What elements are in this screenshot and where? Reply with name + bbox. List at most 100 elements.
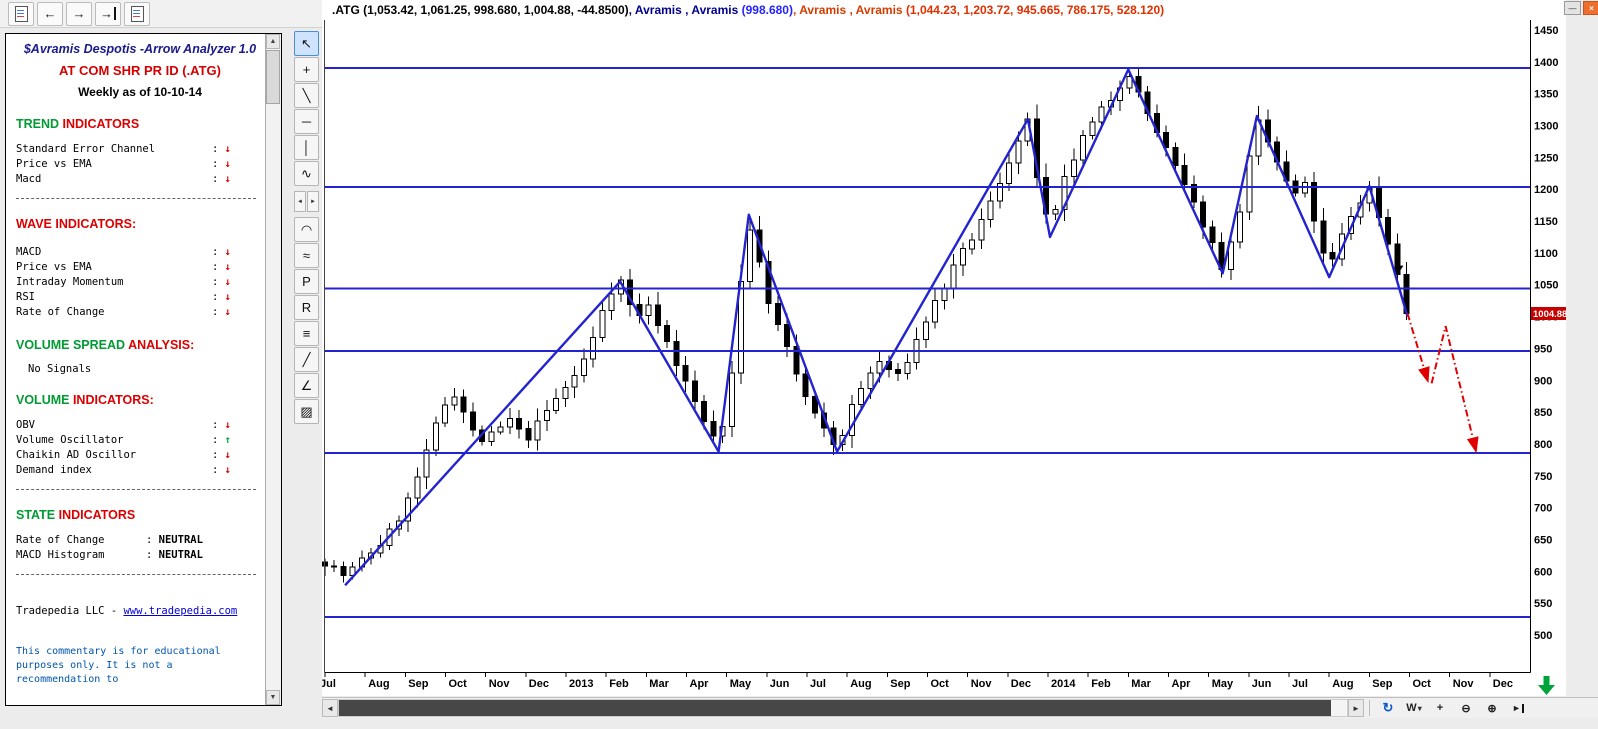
indicator-signal: : ↓: [212, 143, 231, 155]
angle-line-tool-icon[interactable]: ╱: [294, 347, 319, 372]
indicator-row: Chaikin AD Oscillor: ↓: [16, 448, 264, 463]
measure-tool-icon[interactable]: ∠: [294, 373, 319, 398]
arrow-left-icon[interactable]: ←: [37, 1, 63, 26]
svg-text:Nov: Nov: [489, 678, 511, 690]
pan-icon[interactable]: +: [1436, 702, 1444, 714]
indicator-signal: : ↓: [212, 158, 231, 170]
svg-text:650: 650: [1534, 535, 1552, 547]
section-divider: [16, 198, 256, 199]
state-value: : NEUTRAL: [146, 534, 203, 546]
layout-icon[interactable]: [124, 1, 150, 26]
regression-tool-icon[interactable]: R: [294, 295, 319, 320]
bottom-bar-separator: [1369, 700, 1370, 716]
projection-arrows: [1406, 313, 1479, 454]
arc-tool-icon[interactable]: ◠: [294, 217, 319, 242]
svg-text:Nov: Nov: [971, 678, 993, 690]
scroll-left-button[interactable]: ◄: [322, 699, 338, 717]
pattern-fill-tool-icon[interactable]: ▨: [294, 399, 319, 424]
tradepedia-link[interactable]: www.tradepedia.com: [123, 605, 238, 617]
commentary-scrollbar-thumb[interactable]: [266, 50, 280, 104]
crosshair-tool-icon[interactable]: +: [294, 57, 319, 82]
state-row: MACD Histogram: NEUTRAL: [16, 548, 264, 563]
green-down-arrow-icon[interactable]: [1538, 676, 1555, 695]
down-arrow-icon: ↓: [224, 276, 231, 288]
palette-scroll-buttons: ◄ ►: [294, 191, 321, 212]
zoom-in-icon[interactable]: ⊕: [1487, 702, 1497, 715]
last-price-tag: 1004.88: [1531, 307, 1566, 320]
palette-scroll-right-icon[interactable]: ►: [307, 191, 319, 212]
svg-text:Sep: Sep: [890, 678, 910, 690]
scrollbar-track[interactable]: [338, 699, 1348, 717]
indicator-label: Price vs EMA: [16, 158, 92, 170]
indicator-row: Demand index: ↓: [16, 463, 264, 478]
scroll-up-icon[interactable]: ▲: [266, 34, 280, 49]
zoom-out-icon[interactable]: ⊖: [1461, 702, 1471, 715]
indicator-label: Volume Oscillator: [16, 434, 124, 446]
price-chart[interactable]: 1450140013501300125012001150110010501000…: [322, 20, 1566, 696]
down-arrow-icon: ↓: [224, 306, 231, 318]
up-arrow-icon: ↑: [224, 434, 231, 446]
svg-text:550: 550: [1534, 598, 1552, 610]
svg-text:Apr: Apr: [690, 678, 710, 690]
svg-text:Oct: Oct: [449, 678, 468, 690]
svg-text:800: 800: [1534, 439, 1552, 451]
section-heading: VOLUME SPREAD ANALYSIS:: [16, 338, 195, 352]
palette-scroll-left-icon[interactable]: ◄: [294, 191, 306, 212]
trendline-tool-icon[interactable]: ╲: [294, 83, 319, 108]
svg-text:1300: 1300: [1534, 121, 1558, 133]
svg-text:600: 600: [1534, 566, 1552, 578]
open-chart-icon[interactable]: [8, 1, 34, 26]
indicator-label: Intraday Momentum: [16, 276, 124, 288]
minimize-icon[interactable]: —: [1564, 1, 1581, 15]
vertical-line-tool-icon[interactable]: │: [294, 135, 319, 160]
arrow-right-icon[interactable]: →: [66, 1, 92, 26]
indicator-row: Macd: ↓: [16, 172, 264, 187]
down-arrow-icon: ↓: [224, 261, 231, 273]
svg-text:Aug: Aug: [368, 678, 389, 690]
chart-title-segment: .ATG (1,053.42, 1,061.25, 998.680, 1,004…: [332, 3, 629, 17]
avramis-level-lines: [325, 67, 1530, 619]
indicator-row: RSI: ↓: [16, 290, 264, 305]
horizontal-line-tool-icon[interactable]: ─: [294, 109, 319, 134]
indicator-signal: : ↓: [212, 449, 231, 461]
svg-text:950: 950: [1534, 343, 1552, 355]
top-toolbar: ← → →: [0, 0, 322, 28]
periodicity-selector[interactable]: W ▾: [1406, 702, 1422, 714]
down-arrow-icon: ↓: [224, 291, 231, 303]
commentary-sections: TREND INDICATORS Standard Error Channel: …: [16, 117, 264, 575]
arrow-last-icon[interactable]: →: [95, 1, 121, 26]
down-arrow-icon: ↓: [224, 449, 231, 461]
indicator-label: MACD: [16, 246, 42, 258]
scroll-down-icon[interactable]: ▼: [266, 690, 280, 705]
svg-text:1150: 1150: [1534, 216, 1558, 228]
svg-text:Mar: Mar: [649, 678, 669, 690]
svg-text:500: 500: [1534, 630, 1552, 642]
cycle-lines-tool-icon[interactable]: ≡: [294, 321, 319, 346]
svg-text:Jun: Jun: [770, 678, 790, 690]
channel-tool-icon[interactable]: ≈: [294, 243, 319, 268]
drawing-tool-palette: ↖ + ╲ ─ │ ∿ ◄ ► ◠ ≈ P R ≡ ╱ ∠ ▨: [294, 31, 321, 424]
commentary-scrollbar[interactable]: ▲ ▼: [265, 34, 281, 705]
avramis-zigzag-line: [344, 68, 1409, 587]
svg-text:Apr: Apr: [1172, 678, 1192, 690]
pointer-tool-icon[interactable]: ↖: [294, 31, 319, 56]
zigzag-tool-icon[interactable]: ∿: [294, 161, 319, 186]
go-to-end-icon[interactable]: ►: [1505, 699, 1531, 717]
chart-title-segment: , Avramis , Avramis: [628, 3, 742, 17]
section-heading: VOLUME INDICATORS:: [16, 393, 154, 407]
svg-text:Mar: Mar: [1131, 678, 1151, 690]
svg-text:2013: 2013: [569, 678, 593, 690]
section-text: No Signals: [28, 363, 92, 375]
down-arrow-icon: ↓: [224, 246, 231, 258]
chart-title: .ATG (1,053.42, 1,061.25, 998.680, 1,004…: [322, 0, 1566, 20]
close-icon[interactable]: ×: [1583, 1, 1598, 15]
layout-icon-shape: [130, 5, 144, 22]
scrollbar-thumb[interactable]: [339, 700, 1331, 716]
scroll-right-button[interactable]: ►: [1348, 699, 1364, 717]
section-heading: STATE INDICATORS: [16, 508, 136, 522]
down-arrow-icon: ↓: [224, 143, 231, 155]
svg-text:Oct: Oct: [1413, 678, 1432, 690]
refresh-icon[interactable]: ↻: [1382, 700, 1394, 715]
pitchfork-tool-icon[interactable]: P: [294, 269, 319, 294]
time-axis[interactable]: Jul Aug Sep Oct Nov Dec 2013 Feb Mar Apr May Jun Jul…: [322, 672, 1513, 691]
